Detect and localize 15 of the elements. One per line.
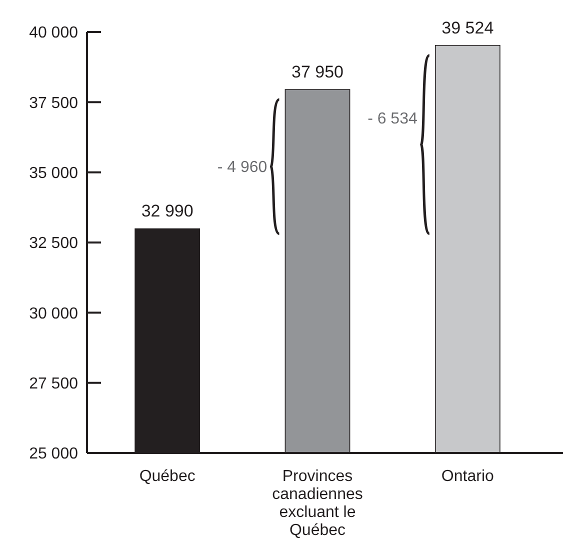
x-tick-label: Québec [139, 468, 196, 485]
y-tick-label: 35 000 [29, 164, 78, 182]
data-label: 32 990 [141, 202, 194, 221]
y-tick-label: 40 000 [29, 24, 78, 42]
x-tick-label: Provinces canadiennes excluant le Québec [272, 468, 363, 539]
y-tick-label: 37 500 [29, 94, 78, 112]
data-label: 37 950 [292, 62, 344, 82]
annotation: - 4 960 [217, 159, 268, 176]
y-tick-label: 27 500 [29, 375, 78, 392]
data-label: 39 524 [442, 18, 494, 38]
y-tick-label: 30 000 [29, 305, 78, 322]
x-tick-label: Ontario [441, 468, 494, 485]
annotation: - 6 534 [368, 110, 418, 128]
y-tick-label: 25 000 [29, 446, 78, 463]
y-tick-label: 32 500 [29, 235, 78, 252]
